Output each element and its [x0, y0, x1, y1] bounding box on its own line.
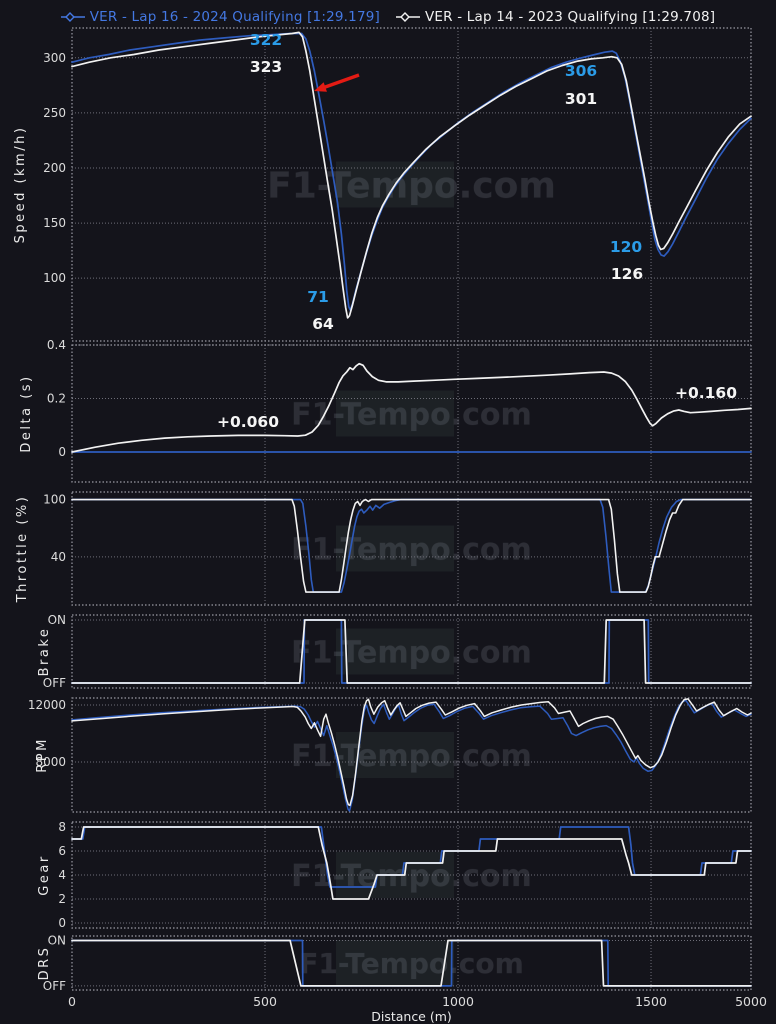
speed-annotation: 120	[610, 238, 643, 256]
delta-axis-title: Delta (s)	[19, 374, 34, 452]
x-tick-label: 1000	[442, 994, 474, 1009]
watermark: F1-Tempo.com	[291, 532, 532, 567]
watermark: F1-Tempo.com	[299, 947, 524, 980]
legend: VER - Lap 16 - 2024 Qualifying [1:29.179…	[0, 6, 776, 28]
gear-ytick: 6	[58, 844, 66, 858]
speed-annotation: 306	[565, 62, 597, 80]
drs-line-lap_2024	[71, 939, 752, 987]
gear-ytick: 8	[58, 820, 66, 834]
delta-annotation: +0.160	[675, 384, 737, 402]
x-tick-label: 500	[253, 994, 277, 1009]
highlight-arrow-head-icon	[314, 82, 327, 92]
speed-annotation: 322	[250, 31, 282, 49]
watermark: F1-Tempo.com	[291, 397, 532, 432]
throttle-ytick: 40	[51, 550, 66, 564]
speed-annotation: 71	[307, 288, 329, 306]
watermark: F1-Tempo.com	[291, 635, 532, 670]
drs-ytick: OFF	[43, 979, 66, 993]
drs-ytick: ON	[48, 934, 66, 948]
rpm-ytick: 8000	[35, 755, 66, 769]
legend-item-lap-2024[interactable]: VER - Lap 16 - 2024 Qualifying [1:29.179…	[60, 9, 380, 25]
speed-annotation: 126	[611, 265, 643, 283]
rpm-ytick: 12000	[28, 698, 66, 712]
speed-ytick: 250	[43, 106, 66, 120]
gear-line-lap_2023	[71, 826, 752, 900]
delta-panel: F1-Tempo.com 0 0.2 0.4 Delta (s) +0.060 +0.160	[19, 338, 752, 483]
gear-ytick: 0	[58, 916, 66, 930]
speed-axis-title: Speed (km/h)	[13, 126, 28, 244]
legend-label-lap-2023: VER - Lap 14 - 2023 Qualifying [1:29.708…	[425, 9, 716, 25]
delta-line-lap_2023	[71, 362, 752, 453]
gear-ytick: 4	[58, 868, 66, 882]
watermark: F1-Tempo.com	[291, 739, 532, 774]
watermark: F1-Tempo.com	[267, 165, 556, 206]
speed-ytick: 100	[43, 271, 66, 285]
x-axis-title: Distance (m)	[371, 1009, 452, 1024]
speed-annotation: 64	[312, 315, 334, 333]
speed-ytick: 150	[43, 216, 66, 230]
brake-axis-title: Brake	[37, 627, 52, 677]
x-tick-label: 0	[68, 994, 76, 1009]
line-diamond-marker-icon	[60, 12, 85, 22]
gear-axis-title: Gear	[37, 854, 52, 895]
brake-ytick: ON	[48, 613, 66, 627]
delta-annotation: +0.060	[217, 413, 279, 431]
throttle-ytick: 100	[43, 493, 66, 507]
delta-ytick: 0.4	[47, 338, 66, 352]
brake-line-lap_2023	[71, 619, 752, 684]
delta-ytick: 0	[58, 445, 66, 459]
speed-line-lap_2023	[71, 31, 752, 319]
throttle-axis-title: Throttle (%)	[15, 495, 30, 604]
speed-annotation: 323	[250, 58, 282, 76]
speed-annotation: 301	[565, 90, 597, 108]
rpm-line-lap_2023	[71, 698, 752, 807]
throttle-line-lap_2023	[71, 498, 752, 593]
x-tick-label: 1500	[635, 994, 667, 1009]
speed-panel: F1-Tempo.com 100 150 200 250 300 Speed (km/h) 3…	[13, 27, 752, 342]
throttle-panel: F1-Tempo.com 40 100 Throttle (%)	[15, 491, 752, 606]
rpm-panel: F1-Tempo.com 8000 12000 RPM	[28, 697, 752, 813]
x-tick-label: 5000	[735, 994, 767, 1009]
speed-ytick: 300	[43, 51, 66, 65]
rpm-line-lap_2024	[71, 699, 752, 812]
drs-axis-title: DRS	[37, 946, 52, 981]
delta-ytick: 0.2	[47, 392, 66, 406]
legend-label-lap-2024: VER - Lap 16 - 2024 Qualifying [1:29.179…	[89, 9, 380, 25]
legend-item-lap-2023[interactable]: VER - Lap 14 - 2023 Qualifying [1:29.708…	[396, 9, 715, 25]
highlight-arrow-icon	[321, 73, 360, 90]
rpm-axis-title: RPM	[35, 737, 50, 773]
x-axis: 0 500 1000 1500 5000 Distance (m)	[68, 994, 767, 1024]
brake-ytick: OFF	[43, 676, 66, 690]
gear-ytick: 2	[58, 892, 66, 906]
drs-line-lap_2023	[71, 939, 752, 987]
line-diamond-marker-icon	[396, 12, 420, 22]
speed-ytick: 200	[43, 161, 66, 175]
